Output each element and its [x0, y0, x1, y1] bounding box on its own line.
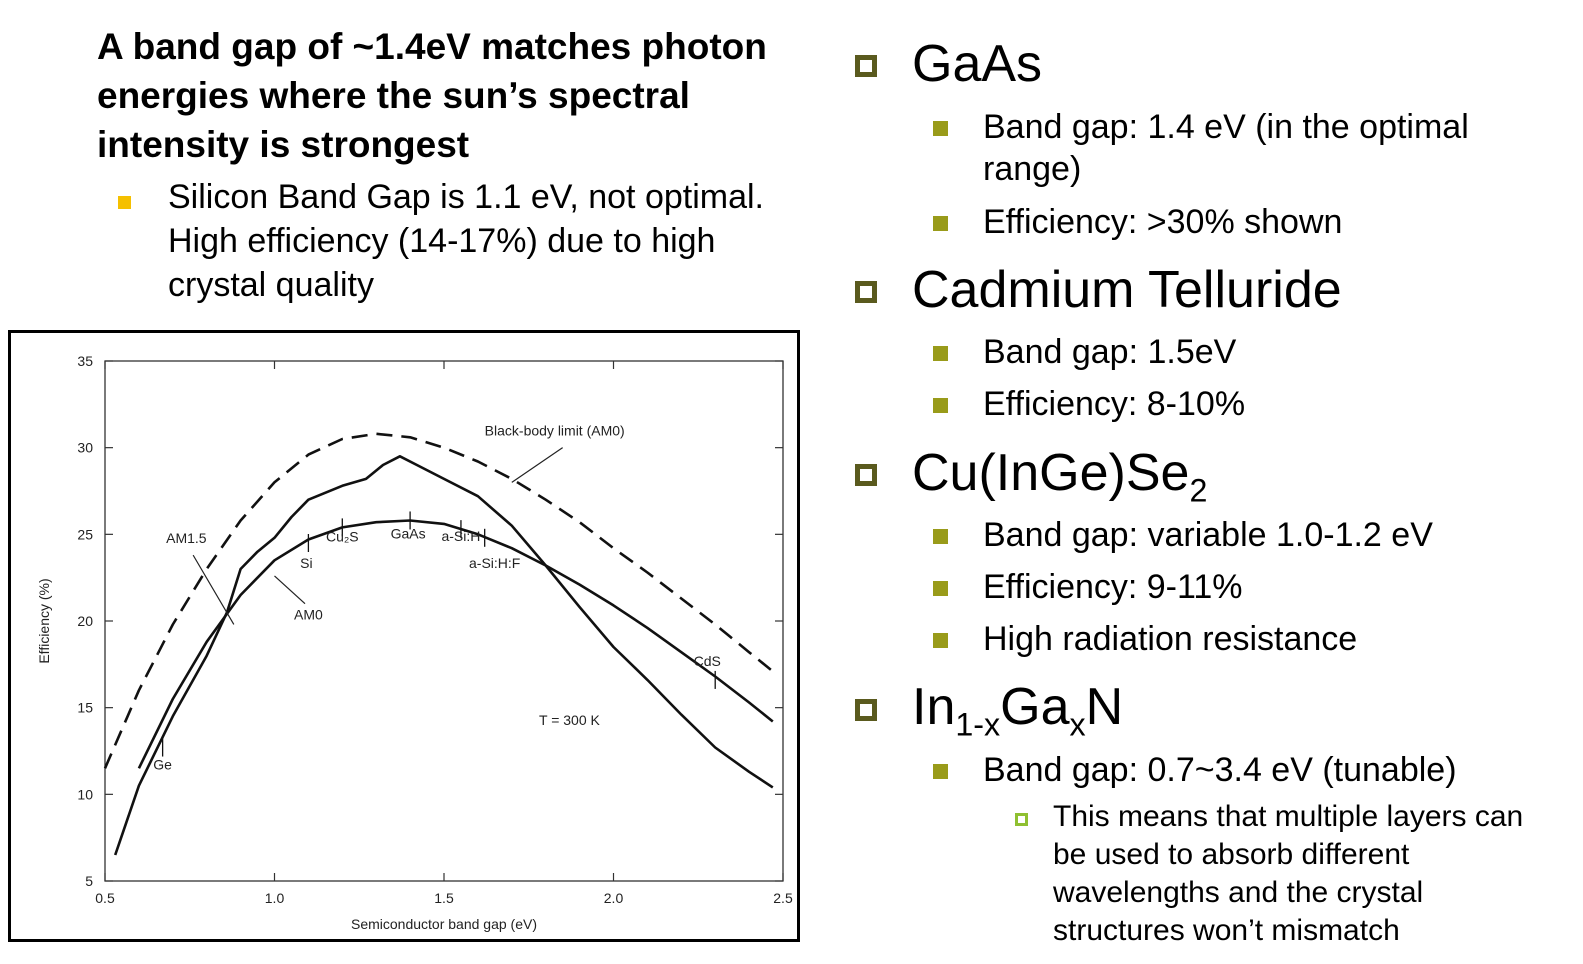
x-tick-label: 2.0 [604, 890, 624, 906]
am15-annotation: AM1.5 [166, 530, 207, 546]
ge-marker-label: Ge [153, 757, 172, 773]
y-tick-label: 15 [77, 700, 93, 716]
bullet-square-icon [933, 346, 948, 361]
cu2s-marker-label: Cu₂S [326, 528, 359, 544]
x-axis-label: Semiconductor band gap (eV) [351, 916, 537, 932]
square-bullet-icon [855, 464, 877, 486]
gaas-efficiency: Efficiency: >30% shown [983, 203, 1343, 241]
hollow-square-bullet-icon [1015, 813, 1028, 826]
blackbody-pointer [511, 447, 563, 483]
y-tick-label: 5 [85, 873, 93, 889]
cdte-efficiency: Efficiency: 8-10% [983, 385, 1246, 423]
y-axis-label: Efficiency (%) [36, 578, 52, 663]
x-tick-label: 1.5 [434, 890, 454, 906]
bullet-square-icon [118, 196, 131, 209]
cds-marker-label: CdS [694, 653, 721, 669]
y-tick-label: 30 [77, 440, 93, 456]
bullet-square-icon [933, 633, 948, 648]
gaas-title: GaAs [912, 35, 1043, 93]
square-bullet-icon [855, 699, 877, 721]
am0-pointer [274, 575, 306, 605]
bullet-square-icon [933, 764, 948, 779]
blackbody-limit-curve [103, 432, 774, 769]
cigs-efficiency: Efficiency: 9-11% [983, 568, 1243, 606]
slide-headline: A band gap of ~1.4eV matches photon ener… [97, 26, 767, 165]
chart-canvas: 0.5 1.0 1.5 2.0 2.5 5 10 15 20 25 30 35 Semiconducto… [36, 353, 793, 932]
y-tick-label: 20 [77, 613, 93, 629]
square-bullet-icon [855, 281, 877, 303]
si-marker-label: Si [300, 555, 312, 571]
x-tick-label: 1.0 [265, 890, 285, 906]
square-bullet-icon [855, 55, 877, 77]
silicon-note: Silicon Band Gap is 1.1 eV, not optimal.… [168, 178, 764, 304]
bullet-square-icon [933, 581, 948, 596]
efficiency-chart: 0.5 1.0 1.5 2.0 2.5 5 10 15 20 25 30 35 Semiconducto… [8, 330, 800, 942]
ingan-note: This means that multiple layers can be u… [1053, 800, 1524, 947]
am15-pointer [192, 554, 235, 625]
blackbody-annotation: Black-body limit (AM0) [485, 423, 625, 439]
bullet-square-icon [933, 529, 948, 544]
y-tick-label: 10 [77, 786, 93, 802]
y-tick-label: 25 [77, 526, 93, 542]
cigs-radiation: High radiation resistance [983, 620, 1358, 658]
x-tick-label: 2.5 [773, 890, 793, 906]
ingan-band-gap: Band gap: 0.7~3.4 eV (tunable) [983, 751, 1457, 789]
gaas-marker-label: GaAs [391, 525, 426, 541]
plot-frame [104, 360, 784, 882]
cdte-title: Cadmium Telluride [912, 261, 1342, 319]
x-tick-label: 0.5 [95, 890, 115, 906]
cdte-band-gap: Band gap: 1.5eV [983, 333, 1237, 371]
am0-curve [137, 519, 774, 769]
asihf-marker-label: a-Si:H:F [469, 555, 520, 571]
cigs-title: Cu(InGe)Se2 [912, 444, 1208, 509]
temperature-annotation: T = 300 K [539, 712, 601, 728]
bullet-square-icon [933, 398, 948, 413]
asih-marker-label: a-Si:H [441, 528, 480, 544]
y-tick-label: 35 [77, 353, 93, 369]
am0-annotation: AM0 [294, 606, 323, 622]
cigs-band-gap: Band gap: variable 1.0-1.2 eV [983, 516, 1433, 554]
am15-curve [113, 455, 774, 856]
ingan-title: In1-xGaxN [912, 678, 1124, 743]
bullet-square-icon [933, 216, 948, 231]
gaas-band-gap: Band gap: 1.4 eV (in the optimal range) [983, 108, 1469, 188]
bullet-square-icon [933, 121, 948, 136]
